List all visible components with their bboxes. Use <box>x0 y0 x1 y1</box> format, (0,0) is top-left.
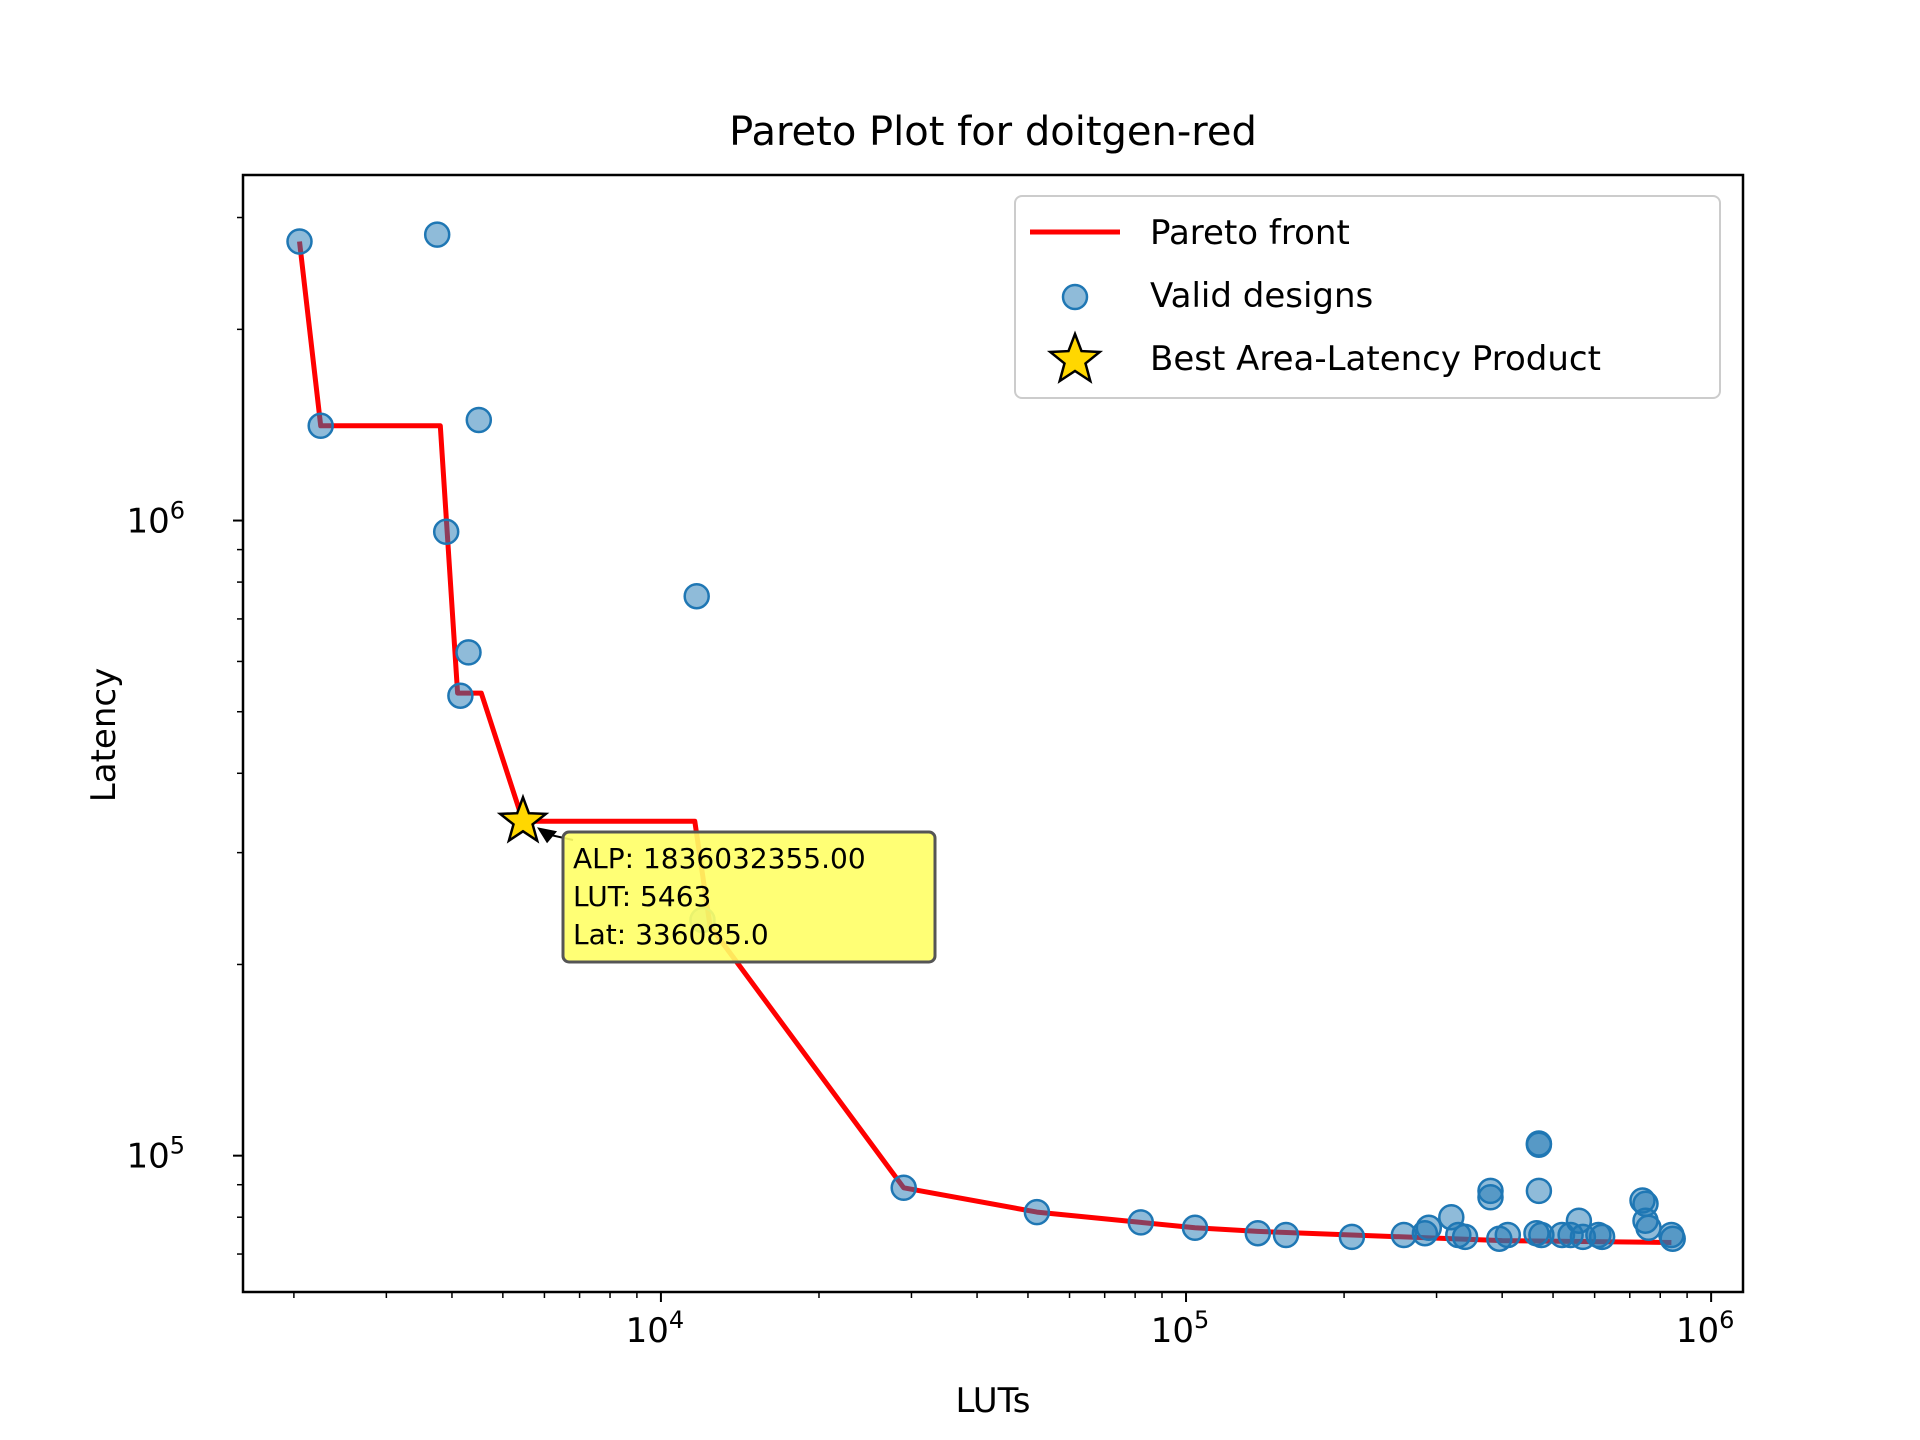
valid-design-point <box>1494 1221 1522 1249</box>
y-tick-label: 106 <box>126 497 185 542</box>
annotation-line: Lat: 336085.0 <box>573 918 769 951</box>
y-axis-ticks: 105 106 <box>126 216 243 1255</box>
valid-design-point <box>1023 1198 1051 1226</box>
x-tick-label: 104 <box>626 1306 685 1351</box>
valid-design-point <box>1127 1209 1155 1236</box>
x-tick-label: 105 <box>1151 1306 1210 1351</box>
valid-design-point <box>286 228 313 255</box>
valid-design-point <box>1635 1214 1662 1242</box>
valid-design-point <box>455 639 482 666</box>
x-axis-ticks: 104 105 106 <box>293 1292 1735 1351</box>
valid-design-point <box>1588 1223 1616 1251</box>
pareto-front-line <box>297 241 1672 1245</box>
valid-design-point <box>447 682 474 709</box>
annotation-line: ALP: 1836032355.00 <box>573 842 866 875</box>
legend-box <box>1014 195 1721 399</box>
plot-frame <box>241 173 1745 1294</box>
annotation-box <box>561 830 937 964</box>
legend-valid-designs-label: Valid designs <box>1150 276 1373 316</box>
plot-area <box>286 221 1686 1252</box>
valid-design-point <box>1525 1130 1553 1157</box>
best-alp-star <box>496 793 550 844</box>
valid-design-point <box>1244 1219 1272 1247</box>
x-axis-label: LUTs <box>956 1381 1031 1421</box>
valid-design-point <box>307 412 334 440</box>
best-point-annotation: ALP: 1836032355.00 LUT: 5463 Lat: 336085.0 <box>537 827 937 964</box>
y-axis-label: Latency <box>84 668 124 802</box>
valid-design-point <box>1659 1225 1686 1252</box>
legend: Pareto front Valid designs Best Area-Lat… <box>1014 195 1721 399</box>
valid-design-point <box>465 406 493 434</box>
valid-design-point <box>890 1174 917 1202</box>
valid-design-point <box>1477 1177 1504 1205</box>
legend-star-icon <box>1046 330 1104 384</box>
annotation-arrow-head <box>537 827 558 844</box>
annotation-line: LUT: 5463 <box>573 880 711 913</box>
valid-design-point <box>1525 1177 1553 1205</box>
valid-design-point <box>683 582 710 610</box>
valid-design-point <box>1415 1214 1443 1242</box>
valid-design-point <box>423 221 451 248</box>
valid-design-point <box>1272 1221 1300 1249</box>
legend-valid-designs-swatch <box>1061 283 1089 311</box>
x-tick-label: 106 <box>1676 1306 1735 1351</box>
valid-design-point <box>432 518 460 546</box>
valid-design-point <box>1451 1223 1479 1251</box>
valid-design-point <box>1181 1214 1209 1242</box>
chart-title: Pareto Plot for doitgen-red <box>729 109 1257 155</box>
valid-design-point <box>1338 1223 1366 1251</box>
y-tick-label: 105 <box>126 1132 185 1177</box>
legend-best-alp-label: Best Area-Latency Product <box>1150 339 1601 379</box>
legend-pareto-label: Pareto front <box>1150 213 1350 253</box>
